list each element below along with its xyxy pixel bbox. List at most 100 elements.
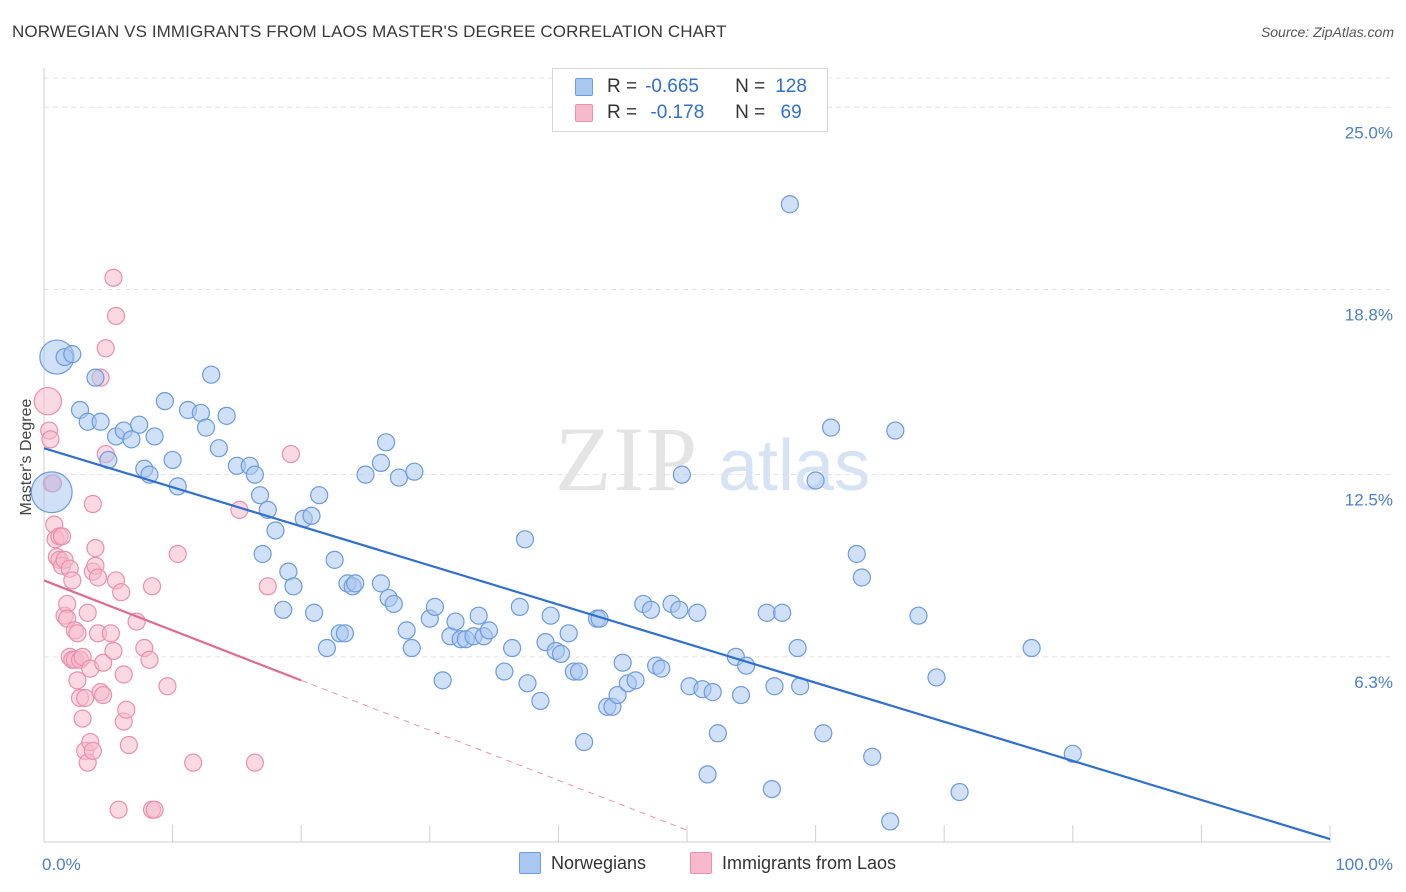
norwegians-point-64 [469,606,488,625]
norwegians-point-57 [425,597,445,616]
laos-point-56 [119,735,138,755]
norwegians-point-47 [304,603,324,622]
legend-swatch-pink [690,852,712,874]
norwegians-point-109 [780,195,799,214]
norwegians-point-70 [515,530,535,549]
norwegians-point-108 [773,603,792,622]
norwegians-point-103 [731,685,751,705]
norwegians-point-21 [202,365,221,384]
laos-point-0 [33,386,63,416]
laos-point-64 [168,544,187,564]
legend-row-laos: R = -0.178 N = 69 [575,101,802,125]
norwegians-point-94 [670,600,689,619]
norwegians-point-119 [881,812,900,831]
legend-item-norwegians: Norwegians [519,852,646,874]
norwegians-point-7 [91,412,110,431]
laos-point-68 [258,577,277,596]
series-norwegians-points [30,195,1082,831]
norwegians-point-37 [325,550,344,569]
norwegians-point-69 [510,597,529,616]
legend-swatch-pink [575,104,593,122]
legend-n-label: N = [735,76,766,97]
laos-point-48 [104,268,123,287]
legend-n-value: 69 [775,102,802,123]
grid-lines [44,77,1394,658]
norwegians-point-50 [335,624,355,643]
laos-point-49 [106,306,126,326]
legend-row-norwegians: R = -0.665 N = 128 [575,75,807,99]
norwegians-point-99 [698,765,717,784]
trend-laos [43,579,302,682]
norwegians-point-79 [569,662,589,681]
norwegians-point-31 [253,544,272,564]
norwegians-point-106 [762,779,781,799]
norwegians-point-95 [672,465,691,484]
legend-item-laos: Immigrants from Laos [690,852,896,874]
watermark-zip: ZIP [555,408,699,510]
laos-point-53 [114,665,133,684]
norwegians-point-2 [63,345,82,364]
laos-point-34 [83,494,102,514]
source-label: Source: ZipAtlas.com [1260,24,1394,40]
norwegians-point-68 [503,638,522,658]
laos-point-37 [86,539,105,558]
trend-lines [43,447,1331,841]
laos-point-44 [94,685,113,705]
laos-point-60 [142,577,162,596]
laos-point-59 [140,650,159,669]
norwegians-point-44 [389,468,409,487]
norwegians-point-85 [608,685,627,705]
norwegians-point-12 [130,415,149,434]
legend-r-label: R = [607,76,638,97]
laos-point-19 [63,571,82,590]
y-tick-label-1: 12.5% [1345,491,1393,510]
norwegians-point-60 [446,612,465,631]
y-axis-label: Master's Degree [18,398,35,515]
norwegians-point-123 [1022,638,1041,658]
y-tick-label-3: 25.0% [1345,123,1393,142]
norwegians-point-46 [274,600,293,619]
laos-point-51 [109,800,128,819]
laos-point-23 [68,624,87,643]
laos-point-43 [94,653,113,672]
legend-label-norwegians: Norwegians [551,852,647,873]
laos-point-63 [158,677,177,696]
legend-label-laos: Immigrants from Laos [722,852,897,873]
norwegians-point-97 [688,603,707,622]
legend-n-label: N = [735,102,766,123]
norwegians-point-101 [708,724,727,743]
series-legend: Norwegians Immigrants from Laos [0,852,1406,876]
norwegians-point-45 [405,462,424,481]
norwegians-point-76 [551,644,571,664]
trend-laos-extension [301,679,688,831]
series-laos-points [33,268,301,819]
norwegians-point-100 [703,683,722,702]
trend-norwegians [43,447,1331,841]
norwegians-point-92 [652,659,671,678]
correlation-legend: R = -0.665 N = 128 R = -0.178 N = 69 [552,68,828,132]
norwegians-point-112 [806,471,825,490]
laos-point-55 [117,700,136,719]
norwegians-point-107 [765,677,784,696]
norwegians-point-121 [927,668,946,687]
norwegians-point-67 [495,662,514,681]
norwegians-point-77 [559,624,578,643]
legend-swatch-blue [519,852,541,874]
norwegians-point-48 [317,638,337,658]
norwegians-point-36 [310,486,329,505]
norwegians-point-54 [397,621,416,640]
norwegians-point-27 [245,465,265,484]
norwegians-point-20 [196,418,216,437]
norwegians-point-55 [402,638,421,658]
norwegians-point-6 [86,368,105,387]
watermark: ZIP atlas [555,408,870,510]
norwegians-point-58 [433,671,452,690]
laos-point-46 [101,624,120,643]
norwegians-point-30 [266,521,285,540]
norwegians-point-88 [626,671,645,690]
laos-point-52 [112,583,131,602]
legend-swatch-blue [575,78,593,96]
x-tick-label-0: 0.0% [42,855,81,874]
norwegians-point-33 [284,577,303,596]
